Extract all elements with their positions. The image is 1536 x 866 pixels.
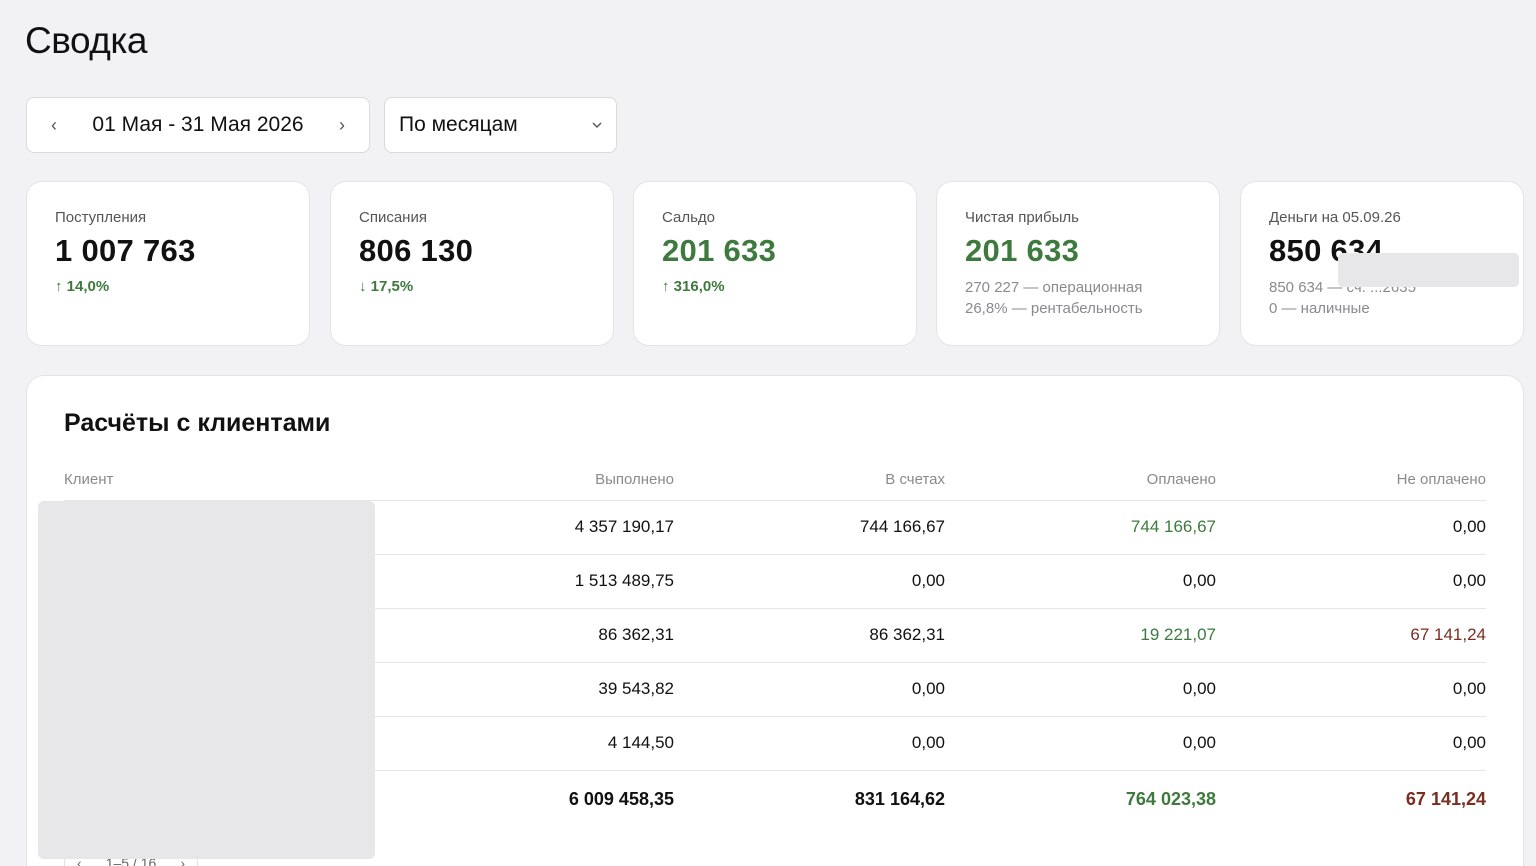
table-row[interactable]: 4 144,50 0,00 0,00 0,00: [64, 716, 1486, 771]
grouping-value: По месяцам: [399, 113, 518, 136]
redaction-mask: [1338, 253, 1519, 287]
total-done: 6 009 458,35: [568, 788, 674, 809]
kpi-sub-operational: 270 227 — операционная: [965, 279, 1143, 296]
chevron-down-icon: [592, 122, 602, 128]
kpi-label: Деньги на 05.09.26: [1269, 209, 1401, 226]
cell-paid: 19 221,07: [945, 608, 1216, 663]
kpi-card-profit[interactable]: Чистая прибыль 201 633 270 227 — операци…: [936, 181, 1220, 346]
cell-unpaid: 0,00: [1216, 500, 1486, 555]
cell-done: 86 362,31: [444, 608, 674, 663]
cell-unpaid: 0,00: [1216, 662, 1486, 717]
cell-unpaid: 67 141,24: [1216, 608, 1486, 663]
page-title: Сводка: [25, 20, 147, 61]
cell-paid: 744 166,67: [945, 500, 1216, 555]
kpi-delta: ↓ 17,5%: [359, 278, 414, 295]
redaction-mask: [38, 501, 375, 859]
clients-table: Клиент Выполнено В счетах Оплачено Не оп…: [64, 460, 1486, 828]
kpi-label: Чистая прибыль: [965, 209, 1079, 226]
kpi-delta: ↑ 14,0%: [55, 278, 110, 295]
table-row[interactable]: 4 357 190,17 744 166,67 744 166,67 0,00: [64, 500, 1486, 555]
kpi-value: 806 130: [359, 233, 474, 268]
cell-paid: 0,00: [945, 662, 1216, 717]
cell-unpaid: 0,00: [1216, 716, 1486, 771]
cell-done: 39 543,82: [444, 662, 674, 717]
kpi-card-balance[interactable]: Сальдо 201 633 ↑ 316,0%: [633, 181, 917, 346]
total-invoiced: 831 164,62: [854, 788, 945, 809]
kpi-label: Поступления: [55, 209, 147, 226]
cell-done: 4 144,50: [444, 716, 674, 771]
kpi-label: Списания: [359, 209, 427, 226]
kpi-card-income[interactable]: Поступления 1 007 763 ↑ 14,0%: [26, 181, 310, 346]
cell-done: 4 357 190,17: [444, 500, 674, 555]
kpi-label: Сальдо: [662, 209, 716, 226]
cell-paid: 0,00: [945, 716, 1216, 771]
chevron-right-icon[interactable]: ›: [338, 114, 345, 135]
column-header-invoiced[interactable]: В счетах: [674, 460, 945, 501]
kpi-value: 1 007 763: [55, 233, 196, 268]
cell-invoiced: 744 166,67: [674, 500, 945, 555]
cell-unpaid: 0,00: [1216, 554, 1486, 609]
kpi-card-expense[interactable]: Списания 806 130 ↓ 17,5%: [330, 181, 614, 346]
column-header-client[interactable]: Клиент: [64, 460, 444, 501]
chevron-right-icon[interactable]: ›: [180, 855, 185, 866]
cell-invoiced: 0,00: [674, 554, 945, 609]
cell-paid: 0,00: [945, 554, 1216, 609]
section-title: Расчёты с клиентами: [64, 409, 331, 437]
kpi-sub-cash: 0 — наличные: [1269, 300, 1370, 317]
kpi-sub-margin: 26,8% — рентабельность: [965, 300, 1143, 317]
kpi-value: 201 633: [965, 233, 1080, 268]
table-total-row: 6 009 458,35 831 164,62 764 023,38 67 14…: [64, 770, 1486, 828]
chevron-left-icon[interactable]: ‹: [51, 114, 57, 135]
total-paid: 764 023,38: [1125, 788, 1216, 809]
column-header-paid[interactable]: Оплачено: [945, 460, 1216, 501]
cell-invoiced: 0,00: [674, 662, 945, 717]
period-picker: ‹ 01 Мая - 31 Мая 2026 ›: [26, 97, 370, 153]
cell-invoiced: 86 362,31: [674, 608, 945, 663]
kpi-delta: ↑ 316,0%: [662, 278, 725, 295]
cell-done: 1 513 489,75: [444, 554, 674, 609]
grouping-select[interactable]: По месяцам: [384, 97, 617, 153]
table-header-row: Клиент Выполнено В счетах Оплачено Не оп…: [64, 460, 1486, 501]
chevron-left-icon[interactable]: ‹: [77, 855, 82, 866]
kpi-value: 201 633: [662, 233, 777, 268]
cell-invoiced: 0,00: [674, 716, 945, 771]
column-header-done[interactable]: Выполнено: [444, 460, 674, 501]
total-unpaid: 67 141,24: [1405, 788, 1486, 809]
period-range[interactable]: 01 Мая - 31 Мая 2026: [92, 113, 304, 136]
column-header-unpaid[interactable]: Не оплачено: [1216, 460, 1486, 501]
pagination-text: 1–5 / 16: [105, 855, 157, 866]
